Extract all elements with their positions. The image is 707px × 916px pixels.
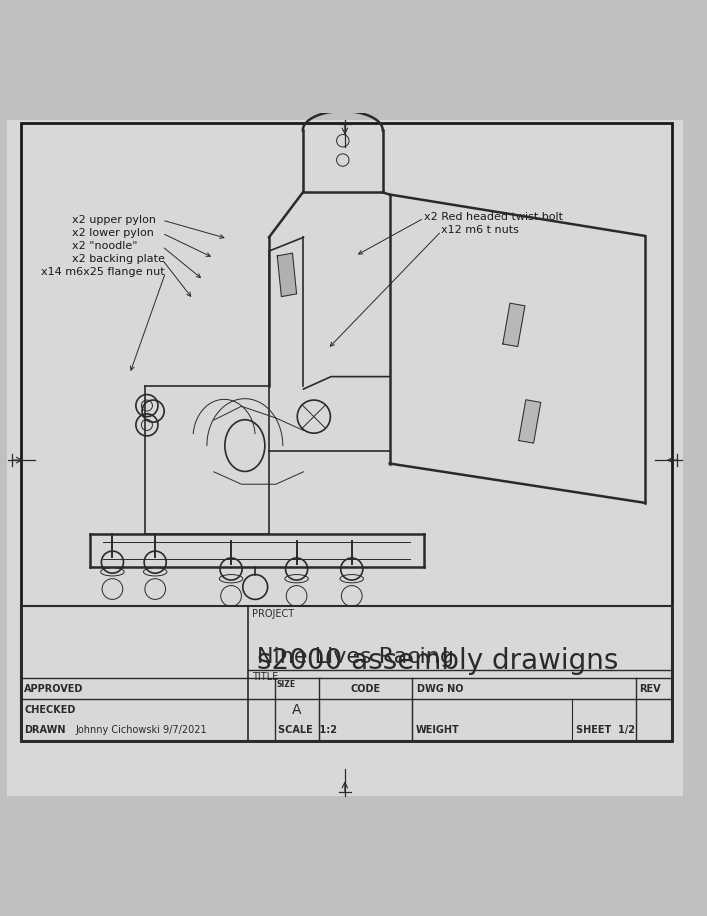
Bar	[21, 124, 672, 741]
Text: Johnny Cichowski 9/7/2021: Johnny Cichowski 9/7/2021	[76, 725, 207, 736]
Text: CHECKED: CHECKED	[24, 704, 76, 714]
Text: x2 Red headed twist bolt: x2 Red headed twist bolt	[424, 212, 563, 222]
Text: APPROVED: APPROVED	[24, 683, 83, 693]
Text: TITLE: TITLE	[252, 672, 279, 682]
Text: Nine Lives Racing: Nine Lives Racing	[257, 647, 454, 667]
Text: x2 lower pylon: x2 lower pylon	[72, 228, 154, 238]
Polygon shape	[277, 253, 296, 297]
Text: DRAWN: DRAWN	[24, 725, 66, 736]
Text: CODE: CODE	[351, 683, 380, 693]
Bar	[21, 606, 672, 741]
Text: SCALE  1:2: SCALE 1:2	[278, 725, 337, 736]
Text: x12 m6 t nuts: x12 m6 t nuts	[441, 224, 520, 234]
Text: DWG NO: DWG NO	[416, 683, 463, 693]
Text: WEIGHT: WEIGHT	[416, 725, 460, 736]
Text: REV: REV	[638, 683, 660, 693]
Text: A: A	[292, 703, 301, 716]
Text: x2 "noodle": x2 "noodle"	[72, 241, 138, 251]
Polygon shape	[519, 399, 541, 443]
Text: SIZE: SIZE	[276, 680, 296, 689]
Text: s2000 assembly drawigns: s2000 assembly drawigns	[257, 648, 618, 675]
Text: PROJECT: PROJECT	[252, 609, 295, 619]
Polygon shape	[503, 303, 525, 346]
Text: x2 backing plate: x2 backing plate	[72, 255, 165, 265]
Text: x2 upper pylon: x2 upper pylon	[72, 215, 156, 225]
Text: SHEET  1/2: SHEET 1/2	[576, 725, 635, 736]
Text: x14 m6x25 flange nut: x14 m6x25 flange nut	[42, 267, 165, 278]
